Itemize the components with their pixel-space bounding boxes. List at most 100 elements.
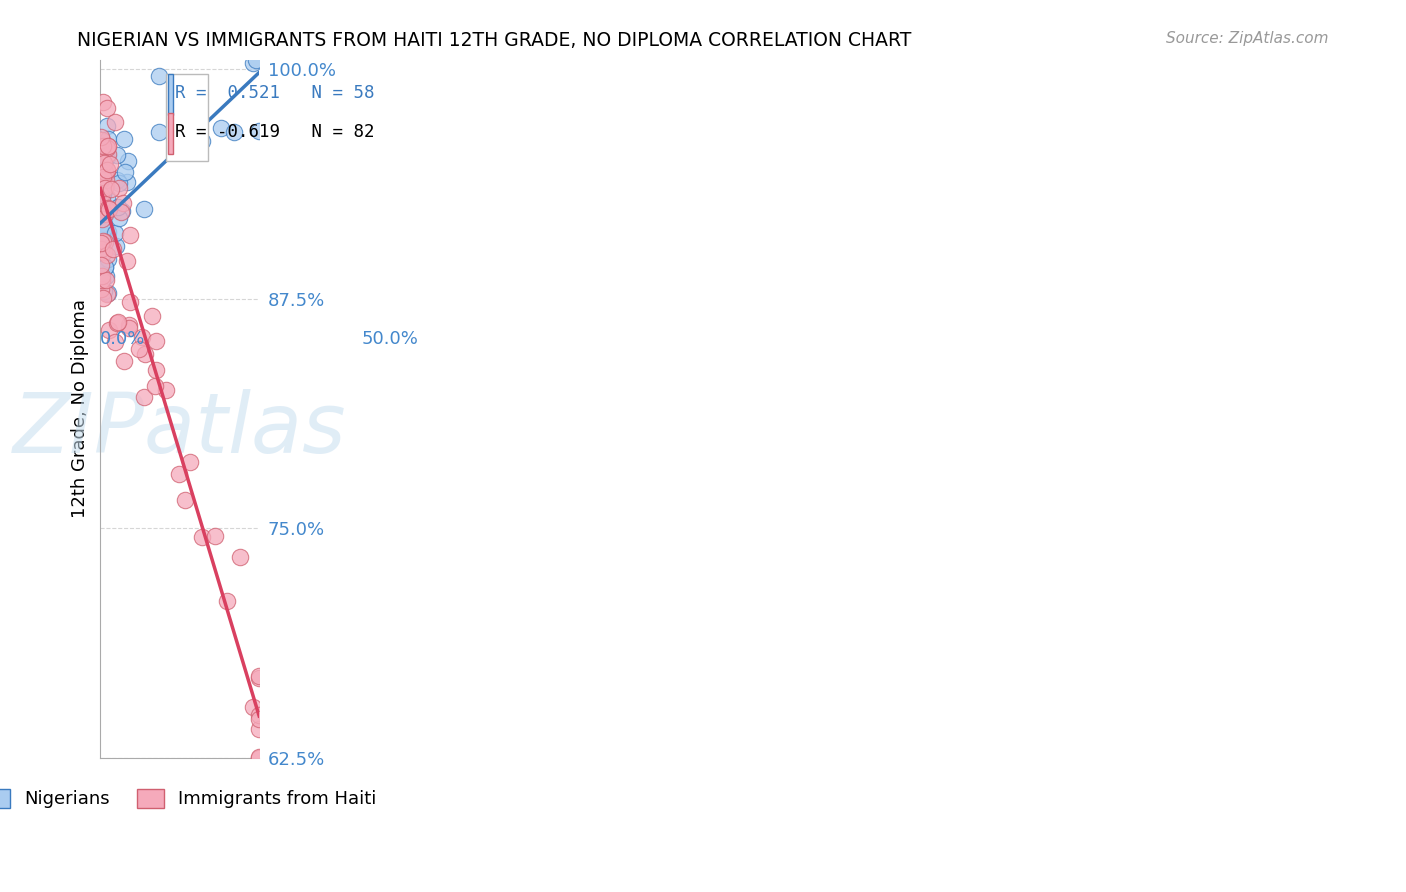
Point	[90, 173, 112, 187]
Point	[97, 149, 120, 163]
Point	[93, 221, 115, 235]
Point	[93, 225, 115, 239]
Point	[96, 248, 118, 262]
Point	[179, 454, 201, 468]
Point	[97, 139, 120, 153]
Point	[93, 221, 115, 235]
Point	[91, 219, 114, 233]
Point	[191, 530, 214, 544]
Point	[91, 133, 114, 147]
Point	[145, 334, 167, 348]
Point	[217, 593, 239, 607]
Point	[118, 318, 141, 332]
Point	[131, 330, 153, 344]
Point	[247, 672, 270, 686]
Point	[90, 227, 112, 241]
Point	[96, 232, 118, 246]
Point	[96, 101, 118, 115]
Text: ZIPatlas: ZIPatlas	[13, 390, 346, 470]
Point	[91, 201, 114, 215]
Point	[94, 178, 117, 192]
Point	[104, 334, 127, 349]
Point	[96, 141, 118, 155]
Point	[97, 323, 120, 337]
Text: R =  0.521   N = 58: R = 0.521 N = 58	[174, 84, 374, 102]
Point	[94, 173, 117, 187]
Point	[94, 202, 117, 217]
Point	[191, 134, 214, 148]
Text: 50.0%: 50.0%	[361, 330, 418, 348]
Point	[91, 219, 114, 234]
Point	[94, 269, 117, 284]
Point	[90, 258, 112, 272]
Point	[179, 135, 201, 149]
Point	[93, 183, 115, 197]
FancyBboxPatch shape	[167, 113, 173, 154]
Point	[93, 285, 115, 299]
Point	[91, 228, 114, 243]
Point	[90, 235, 112, 250]
Text: 0.0%: 0.0%	[100, 330, 146, 348]
Point	[91, 269, 114, 284]
Point	[247, 722, 270, 736]
Point	[155, 383, 177, 397]
Point	[134, 347, 156, 361]
Point	[128, 342, 150, 356]
Point	[143, 379, 166, 393]
Point	[105, 316, 128, 330]
Point	[94, 150, 117, 164]
Point	[98, 157, 121, 171]
Point	[111, 203, 134, 218]
Point	[94, 273, 117, 287]
Point	[93, 206, 115, 220]
Point	[90, 194, 112, 208]
Text: Source: ZipAtlas.com: Source: ZipAtlas.com	[1166, 31, 1329, 46]
Point	[148, 69, 170, 83]
Point	[93, 208, 115, 222]
Point	[93, 139, 115, 153]
Point	[91, 227, 114, 241]
Point	[97, 131, 120, 145]
Point	[90, 187, 112, 202]
Point	[96, 203, 118, 218]
Point	[90, 167, 112, 181]
Point	[247, 669, 270, 683]
Point	[104, 115, 127, 129]
Point	[97, 139, 120, 153]
Point	[107, 200, 129, 214]
Point	[90, 212, 112, 227]
Point	[132, 202, 155, 217]
Point	[93, 156, 115, 170]
Point	[90, 252, 112, 266]
Point	[101, 242, 124, 256]
Point	[94, 260, 117, 274]
Point	[104, 227, 127, 241]
Point	[96, 153, 118, 167]
Point	[94, 235, 117, 249]
Point	[91, 272, 114, 286]
Point	[97, 146, 120, 161]
Point	[97, 201, 120, 215]
Point	[90, 243, 112, 257]
Legend: Nigerians, Immigrants from Haiti: Nigerians, Immigrants from Haiti	[0, 782, 384, 815]
Point	[90, 205, 112, 219]
Point	[247, 707, 270, 722]
Point	[114, 165, 136, 179]
Point	[96, 287, 118, 301]
Point	[247, 124, 270, 138]
Point	[105, 148, 128, 162]
Point	[117, 153, 139, 168]
Point	[167, 144, 190, 158]
Point	[242, 700, 264, 714]
Point	[167, 467, 190, 481]
Point	[247, 712, 270, 726]
Y-axis label: 12th Grade, No Diploma: 12th Grade, No Diploma	[72, 300, 89, 518]
Text: R = -0.619   N = 82: R = -0.619 N = 82	[174, 123, 374, 141]
Point	[96, 120, 118, 134]
Point	[91, 202, 114, 216]
Point	[229, 549, 252, 564]
Point	[112, 132, 135, 146]
Point	[93, 165, 115, 179]
Point	[90, 200, 112, 214]
Point	[93, 186, 115, 201]
